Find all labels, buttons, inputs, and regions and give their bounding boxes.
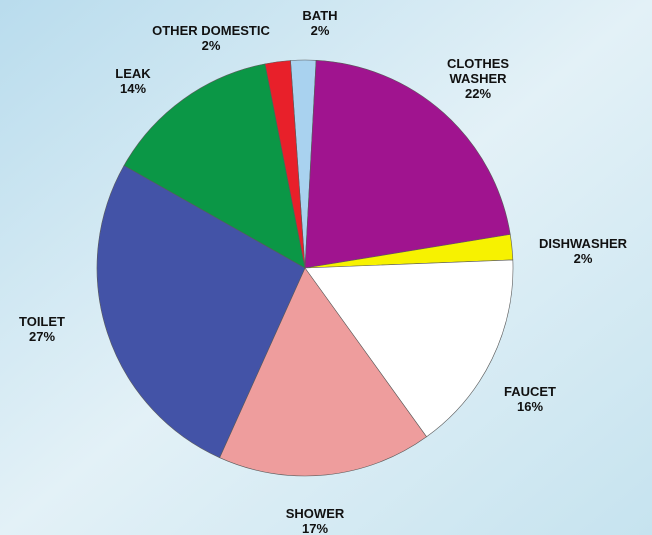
slice-label-toilet: TOILET 27%: [19, 314, 65, 344]
slice-name-label: SHOWER: [286, 506, 345, 521]
pie-slice-toilet: [96, 165, 306, 459]
slice-label-faucet: FAUCET 16%: [504, 384, 556, 414]
slice-label-shower: SHOWER 17%: [286, 506, 345, 535]
slice-label-leak: LEAK 14%: [115, 66, 151, 96]
slice-value-label: 27%: [29, 329, 55, 344]
slice-name-label: LEAK: [115, 66, 151, 81]
pie-slice-other-domestic: [264, 60, 306, 269]
slice-value-label: 22%: [465, 86, 491, 101]
slice-value-label: 2%: [311, 23, 330, 38]
pie-slice-faucet: [304, 259, 514, 438]
pie-slice-shower: [219, 267, 427, 477]
slice-name-label: CLOTHES: [447, 56, 509, 71]
slice-name-label: FAUCET: [504, 384, 556, 399]
slice-labels: BATH 2%CLOTHES WASHER 22%DISHWASHER 2%FAUCET…: [19, 8, 628, 535]
slice-value-label: 2%: [574, 251, 593, 266]
slice-label-clothes-washer: CLOTHES WASHER 22%: [447, 56, 509, 101]
slice-name-label: OTHER DOMESTIC: [152, 23, 270, 38]
slice-name-label: TOILET: [19, 314, 65, 329]
slice-label-bath: BATH 2%: [302, 8, 337, 38]
pie-slice-clothes-washer: [304, 59, 511, 269]
slice-name-label: WASHER: [449, 71, 507, 86]
slice-label-other-domestic: OTHER DOMESTIC 2%: [152, 23, 270, 53]
slice-label-dishwasher: DISHWASHER 2%: [539, 236, 628, 266]
slice-name-label: DISHWASHER: [539, 236, 628, 251]
slice-value-label: 14%: [120, 81, 146, 96]
pie-slices: [96, 59, 514, 477]
slice-value-label: 16%: [517, 399, 543, 414]
slice-value-label: 17%: [302, 521, 328, 535]
slice-name-label: BATH: [302, 8, 337, 23]
slice-value-label: 2%: [202, 38, 221, 53]
pie-slice-leak: [123, 63, 306, 269]
